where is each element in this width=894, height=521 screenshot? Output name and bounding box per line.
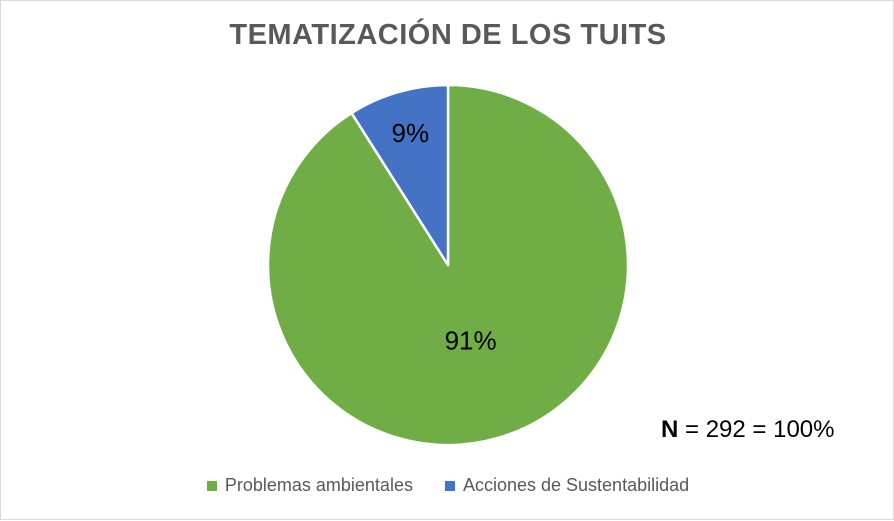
legend-label: Acciones de Sustentabilidad [462, 475, 690, 495]
legend-label: Problemas ambientales [224, 475, 413, 495]
data-label-acciones-sustentabilidad: 9% [392, 118, 430, 148]
chart-title: TEMATIZACIÓN DE LOS TUITS [229, 19, 667, 51]
sample-size-note: N = 292 = 100% [661, 416, 834, 444]
legend-swatch-blue [444, 480, 455, 491]
legend: Problemas ambientales Acciones de Susten… [1, 475, 894, 496]
legend-swatch-green [206, 480, 217, 491]
legend-item-problemas: Problemas ambientales [206, 475, 413, 496]
sample-size-text: = 292 = 100% [678, 416, 835, 443]
pie-slice-acciones-sustentabilidad [350, 83, 450, 267]
sample-size-letter: N [661, 416, 679, 443]
legend-item-acciones: Acciones de Sustentabilidad [444, 475, 690, 496]
data-label-problemas-ambientales: 91% [445, 326, 497, 356]
